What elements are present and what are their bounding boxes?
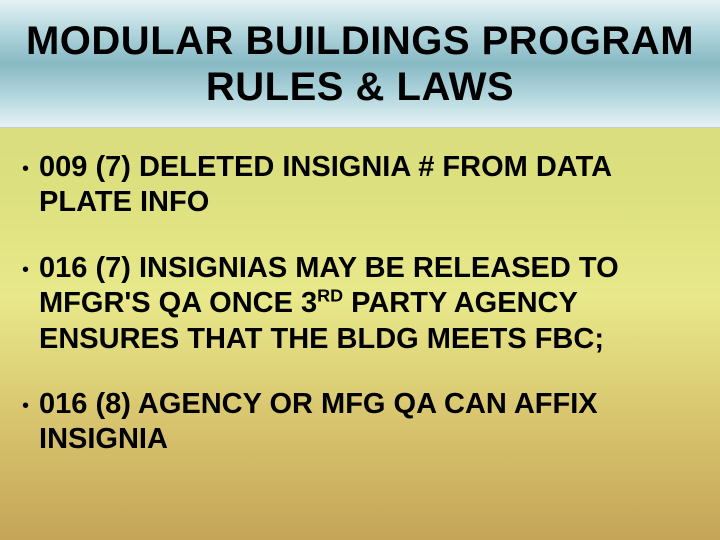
bullet-item: • 016 (7) INSIGNIAS MAY BE RELEASED TO M… <box>22 251 698 357</box>
slide-title: MODULAR BUILDINGS PROGRAM RULES & LAWS <box>0 18 720 110</box>
bullet-text: 016 (8) AGENCY OR MFG QA CAN AFFIX INSIG… <box>39 387 698 458</box>
bullet-marker-icon: • <box>22 251 29 289</box>
bullet-marker-icon: • <box>22 387 29 425</box>
bullet-item: • 009 (7) DELETED INSIGNIA # FROM DATA P… <box>22 150 698 221</box>
bullet-text: 009 (7) DELETED INSIGNIA # FROM DATA PLA… <box>39 150 698 221</box>
title-band: MODULAR BUILDINGS PROGRAM RULES & LAWS <box>0 0 720 128</box>
bullet-item: • 016 (8) AGENCY OR MFG QA CAN AFFIX INS… <box>22 387 698 458</box>
bullet-text: 016 (7) INSIGNIAS MAY BE RELEASED TO MFG… <box>39 251 698 357</box>
slide: MODULAR BUILDINGS PROGRAM RULES & LAWS •… <box>0 0 720 540</box>
bullet-marker-icon: • <box>22 150 29 188</box>
slide-body: • 009 (7) DELETED INSIGNIA # FROM DATA P… <box>0 128 720 458</box>
